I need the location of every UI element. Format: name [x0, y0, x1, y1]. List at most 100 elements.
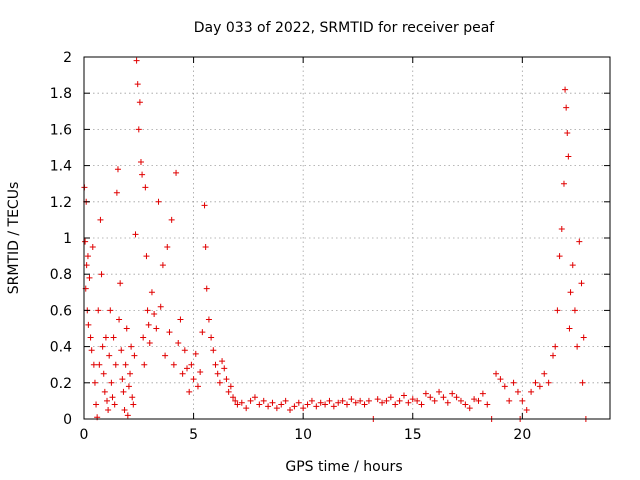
data-point [135, 126, 142, 133]
data-point [541, 370, 548, 377]
data-point [396, 397, 403, 404]
data-point [132, 231, 139, 238]
data-point [120, 388, 127, 395]
data-point [131, 352, 138, 359]
data-point [223, 376, 230, 383]
data-point [287, 406, 294, 413]
data-point [579, 379, 586, 386]
data-point [400, 392, 407, 399]
data-point [219, 358, 226, 365]
data-point [566, 325, 573, 332]
data-point [471, 396, 478, 403]
x-axis-label: GPS time / hours [285, 459, 402, 475]
data-point [260, 397, 267, 404]
data-point [574, 343, 581, 350]
data-point [571, 307, 578, 314]
data-point [523, 406, 530, 413]
data-point [348, 396, 355, 403]
data-point [405, 399, 412, 406]
data-point [97, 216, 104, 223]
data-point [392, 401, 399, 408]
data-point [177, 316, 184, 323]
data-point [330, 403, 337, 410]
data-point [145, 321, 152, 328]
data-point [449, 390, 456, 397]
data-point [440, 394, 447, 401]
data-point [118, 347, 125, 354]
data-point [576, 238, 583, 245]
data-point [556, 253, 563, 260]
data-point [101, 388, 108, 395]
data-point [91, 379, 98, 386]
data-point [278, 401, 285, 408]
plot-frame [83, 56, 611, 420]
data-point [578, 280, 585, 287]
data-point [144, 307, 151, 314]
data-point [501, 383, 508, 390]
x-tick-labels: 0 5 10 15 20 [80, 427, 532, 443]
data-point [560, 180, 567, 187]
data-point [431, 397, 438, 404]
data-point [510, 379, 517, 386]
data-point [175, 339, 182, 346]
data-point [300, 405, 307, 412]
data-point [139, 171, 146, 178]
data-point [104, 397, 111, 404]
data-point [116, 316, 123, 323]
data-point [136, 99, 143, 106]
data-point [562, 86, 569, 93]
data-point [554, 307, 561, 314]
y-tick-label: 0 [63, 412, 72, 428]
y-tick-label: 0.8 [50, 267, 72, 283]
data-point [256, 401, 263, 408]
data-point [210, 347, 217, 354]
data-point [137, 158, 144, 165]
data-point [326, 397, 333, 404]
data-point [383, 397, 390, 404]
data-point [179, 370, 186, 377]
data-point [87, 334, 94, 341]
data-point [322, 401, 329, 408]
data-point [214, 370, 221, 377]
data-point [227, 383, 234, 390]
data-point [140, 334, 147, 341]
data-point [291, 403, 298, 410]
data-point [88, 347, 95, 354]
data-point [201, 202, 208, 209]
data-point [536, 383, 543, 390]
data-point [125, 383, 132, 390]
data-point [558, 225, 565, 232]
data-point [357, 397, 364, 404]
data-point [143, 253, 150, 260]
data-point [462, 401, 469, 408]
data-point [205, 316, 212, 323]
data-point [243, 405, 250, 412]
data-point [427, 394, 434, 401]
data-point [436, 388, 443, 395]
data-point [493, 370, 500, 377]
data-point [102, 334, 109, 341]
data-point [339, 397, 346, 404]
data-point [146, 339, 153, 346]
y-axis-label: SRMTID / TECUs [6, 182, 22, 295]
data-point [361, 401, 368, 408]
data-point [181, 347, 188, 354]
data-point [202, 244, 209, 251]
data-point [335, 399, 342, 406]
data-point [134, 81, 141, 88]
data-point [130, 401, 137, 408]
data-point [141, 361, 148, 368]
data-point [82, 238, 89, 245]
data-point [273, 405, 280, 412]
data-point [199, 329, 206, 336]
data-point [157, 303, 164, 310]
data-point [295, 399, 302, 406]
data-point [123, 325, 130, 332]
y-tick-label: 1.2 [50, 195, 72, 211]
x-tick-label: 20 [513, 427, 531, 443]
data-point [565, 153, 572, 160]
data-point [170, 361, 177, 368]
data-point [216, 379, 223, 386]
data-point [418, 401, 425, 408]
data-point [108, 379, 115, 386]
